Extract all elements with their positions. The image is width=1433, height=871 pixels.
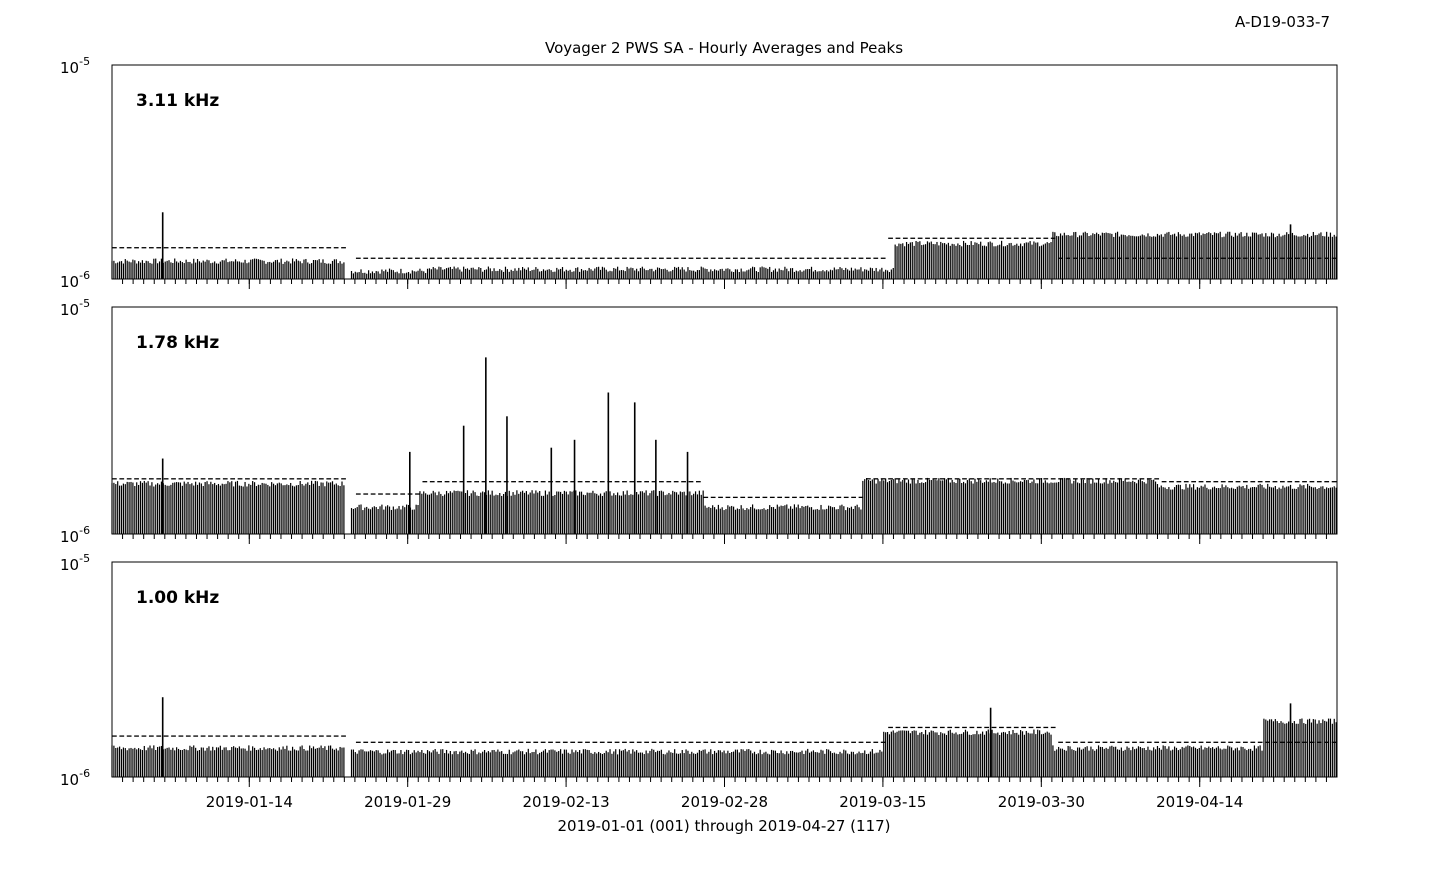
y-tick-label: 10-5 [60,552,90,574]
y-tick-exponent: -6 [79,269,90,282]
y-tick-base: 10 [60,771,79,789]
x-tick-label: 2019-04-14 [1156,793,1243,811]
y-tick-exponent: -5 [79,552,90,565]
y-tick-label: 10-6 [60,524,90,546]
x-tick-label: 2019-02-28 [681,793,768,811]
y-tick-label: 10-5 [60,297,90,319]
x-tick-label: 2019-03-15 [839,793,926,811]
y-tick-base: 10 [60,273,79,291]
y-tick-exponent: -6 [79,767,90,780]
plot-frame [111,561,1338,778]
y-tick-base: 10 [60,528,79,546]
y-tick-exponent: -5 [79,297,90,310]
x-tick-label: 2019-01-14 [206,793,293,811]
y-tick-base: 10 [60,301,79,319]
figure-id: A-D19-033-7 [1235,13,1330,31]
y-tick-base: 10 [60,556,79,574]
y-tick-exponent: -5 [79,55,90,68]
y-tick-base: 10 [60,59,79,77]
x-axis-label: 2019-01-01 (001) through 2019-04-27 (117… [557,817,890,835]
x-tick-label: 2019-02-13 [523,793,610,811]
x-tick-label: 2019-01-29 [364,793,451,811]
y-tick-label: 10-6 [60,269,90,291]
chart-title: Voyager 2 PWS SA - Hourly Averages and P… [545,39,903,57]
panel-frequency-label: 3.11 kHz [136,91,219,111]
x-tick-label: 2019-03-30 [998,793,1085,811]
y-tick-label: 10-5 [60,55,90,77]
panel-frequency-label: 1.00 kHz [136,588,219,608]
y-tick-exponent: -6 [79,524,90,537]
y-tick-label: 10-6 [60,767,90,789]
panel-frequency-label: 1.78 kHz [136,333,219,353]
